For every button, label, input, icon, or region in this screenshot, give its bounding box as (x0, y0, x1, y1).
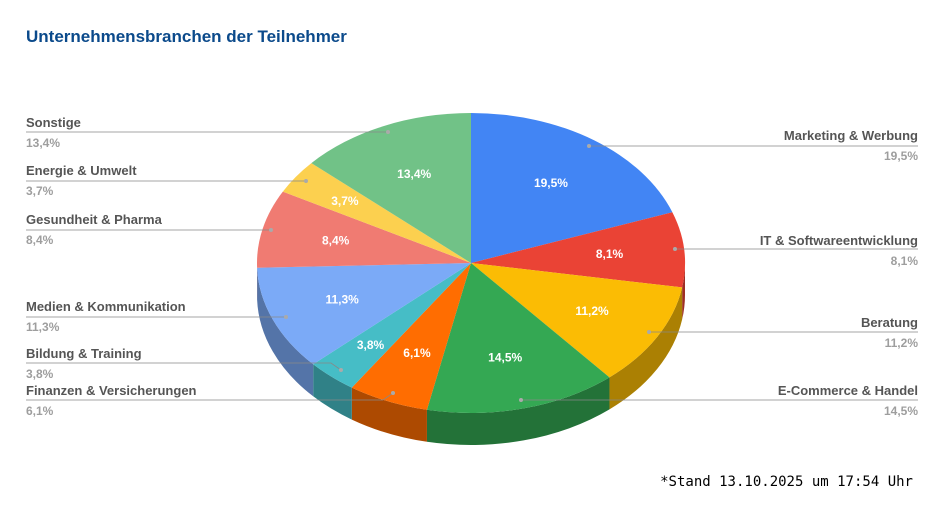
leader-dot (519, 398, 523, 402)
legend-label: IT & Softwareentwicklung (760, 233, 918, 248)
legend-label: Beratung (861, 315, 918, 330)
legend-value: 14,5% (884, 404, 918, 418)
legend-value: 8,1% (891, 254, 919, 268)
pie-slice-5 (351, 263, 471, 410)
legend-label: E-Commerce & Handel (778, 383, 918, 398)
slice-value-label: 3,8% (357, 338, 385, 352)
slice-value-label: 8,1% (596, 247, 624, 261)
leader-line (26, 362, 342, 371)
legend-value: 13,4% (26, 136, 60, 150)
pie-side-4 (426, 377, 610, 445)
slice-value-label: 13,4% (397, 167, 431, 181)
slice-value-label: 11,2% (575, 304, 609, 318)
legend-label: Medien & Kommunikation (26, 299, 186, 314)
pie-slices (257, 113, 686, 413)
legend-label: Finanzen & Versicherungen (26, 383, 197, 398)
leader-dot (284, 315, 288, 319)
pie-sides (257, 263, 685, 445)
pie-slice-7 (257, 263, 471, 365)
leader-dot (391, 391, 395, 395)
pie-side-3 (609, 287, 683, 410)
leader-dot (339, 368, 343, 372)
pie-slice-6 (313, 263, 471, 388)
slice-value-label: 3,7% (331, 194, 359, 208)
legend-label: Sonstige (26, 115, 81, 130)
chart-title: Unternehmensbranchen der Teilnehmer (26, 27, 347, 46)
legend-label: Bildung & Training (26, 346, 142, 361)
slice-value-label: 14,5% (488, 351, 522, 365)
pie-slice-10 (311, 113, 471, 263)
legend-value: 11,2% (885, 336, 919, 350)
leader-line (26, 392, 394, 401)
legend-value: 6,1% (26, 404, 54, 418)
leader-dot (386, 130, 390, 134)
leader-dot (673, 247, 677, 251)
slice-value-label: 19,5% (534, 176, 568, 190)
leader-dot (587, 144, 591, 148)
legend-label: Gesundheit & Pharma (26, 212, 163, 227)
pie-slice-8 (257, 191, 471, 268)
legend-label: Energie & Umwelt (26, 163, 137, 178)
pie-slice-2 (471, 212, 686, 288)
pie-slice-3 (471, 263, 683, 378)
pie-side-2 (682, 263, 685, 320)
leader-dot (269, 228, 273, 232)
slice-value-label: 8,4% (322, 234, 350, 248)
pie-side-5 (351, 387, 427, 442)
legend-value: 11,3% (26, 320, 60, 334)
pie-side-7 (257, 267, 314, 397)
legend-value: 3,7% (26, 184, 54, 198)
slice-value-label: 6,1% (403, 346, 431, 360)
slice-value-label: 11,3% (325, 293, 359, 307)
pie-slice-4 (426, 263, 610, 413)
footnote: *Stand 13.10.2025 um 17:54 Uhr (660, 474, 913, 490)
pie-slice-9 (282, 163, 471, 263)
pie-slice-1 (471, 113, 673, 263)
leader-dot (647, 330, 651, 334)
legend-value: 8,4% (26, 233, 54, 247)
legend-value: 19,5% (884, 149, 918, 163)
leader-dot (304, 179, 308, 183)
legend-value: 3,8% (26, 367, 54, 381)
pie-labels: 19,5% 8,1% 11,2% 14,5% 6,1% 3,8% 11,3% 8,4% 3,7%… (26, 115, 918, 418)
legend-label: Marketing & Werbung (784, 128, 918, 143)
pie-side-6 (313, 364, 352, 420)
